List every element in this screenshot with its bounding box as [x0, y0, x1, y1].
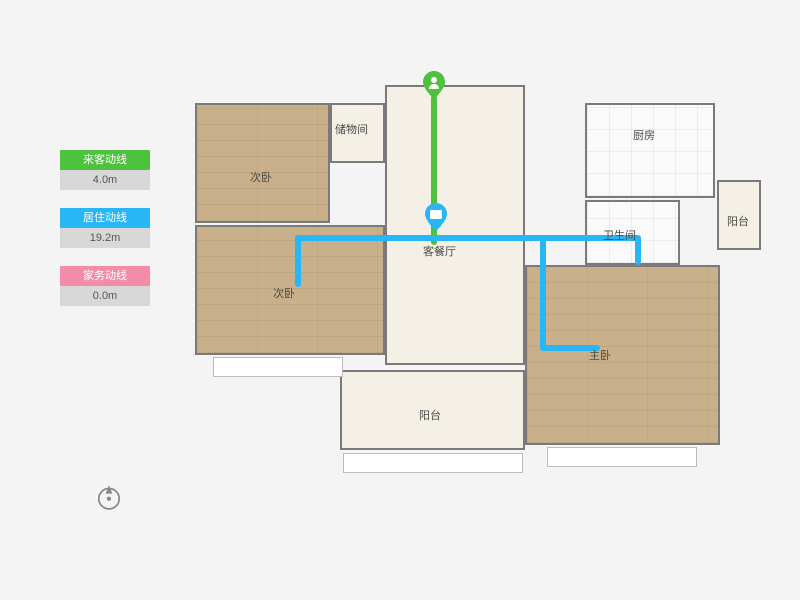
window-0: [213, 357, 343, 377]
legend-item-living: 居住动线 19.2m: [60, 208, 150, 248]
legend-value: 4.0m: [60, 170, 150, 190]
flow-living-seg-1: [295, 235, 301, 287]
room-master: [525, 265, 720, 445]
flow-living-seg-4: [540, 345, 600, 351]
legend: 来客动线 4.0m 居住动线 19.2m 家务动线 0.0m: [60, 150, 150, 324]
legend-label: 来客动线: [60, 150, 150, 170]
flow-living-seg-0: [295, 235, 640, 241]
room-storage: [330, 103, 385, 163]
window-1: [343, 453, 523, 473]
window-2: [547, 447, 697, 467]
room-balc2: [717, 180, 761, 250]
flow-marker-living: [425, 203, 447, 231]
compass-icon: [92, 480, 126, 514]
flow-living-seg-2: [635, 235, 641, 265]
room-balc1: [340, 370, 525, 450]
legend-label: 居住动线: [60, 208, 150, 228]
legend-item-chore: 家务动线 0.0m: [60, 266, 150, 306]
legend-value: 0.0m: [60, 286, 150, 306]
room-bed2a: [195, 103, 330, 223]
legend-value: 19.2m: [60, 228, 150, 248]
room-living: [385, 85, 525, 365]
flow-living-seg-3: [540, 235, 546, 350]
legend-item-guest: 来客动线 4.0m: [60, 150, 150, 190]
room-bath: [585, 200, 680, 265]
flow-marker-guest: [423, 71, 445, 99]
room-kitchen: [585, 103, 715, 198]
floor-plan: 次卧储物间客餐厅厨房阳台卫生间次卧主卧阳台: [195, 85, 765, 505]
legend-label: 家务动线: [60, 266, 150, 286]
room-bed2b: [195, 225, 385, 355]
